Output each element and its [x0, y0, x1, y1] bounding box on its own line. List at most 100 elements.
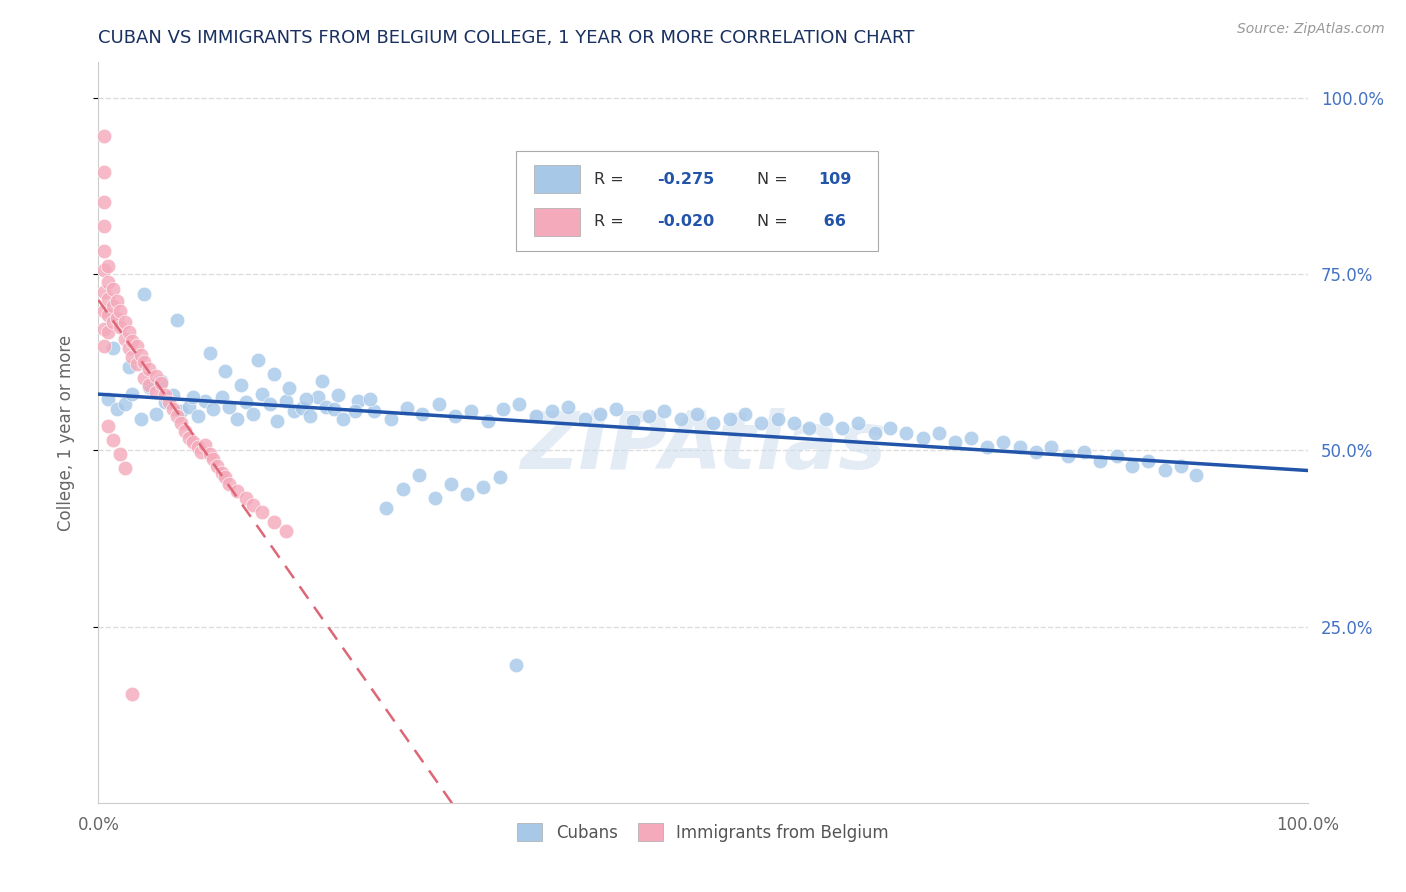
Point — [97, 392, 120, 407]
Point — [101, 315, 124, 329]
Point — [250, 505, 273, 519]
Point — [211, 466, 233, 480]
Point — [121, 387, 143, 401]
Point — [477, 414, 499, 428]
Point — [311, 374, 333, 388]
Point — [118, 325, 141, 339]
Point — [138, 362, 160, 376]
Point — [686, 407, 709, 421]
Point — [605, 402, 627, 417]
Point — [263, 367, 285, 381]
Point — [1185, 467, 1208, 482]
Point — [363, 404, 385, 418]
Point — [145, 407, 167, 421]
Point — [274, 524, 297, 539]
Point — [194, 393, 217, 408]
Point — [198, 346, 221, 360]
Point — [326, 388, 349, 402]
Point — [97, 259, 120, 273]
Point — [214, 470, 236, 484]
Point — [114, 315, 136, 329]
Point — [134, 286, 156, 301]
Point — [782, 417, 804, 431]
Point — [734, 407, 756, 421]
Point — [127, 339, 149, 353]
Point — [97, 292, 120, 306]
Point — [101, 433, 124, 447]
Point — [375, 501, 398, 516]
Point — [235, 395, 257, 409]
Point — [93, 244, 115, 259]
Point — [440, 477, 463, 491]
Text: CUBAN VS IMMIGRANTS FROM BELGIUM COLLEGE, 1 YEAR OR MORE CORRELATION CHART: CUBAN VS IMMIGRANTS FROM BELGIUM COLLEGE… — [98, 29, 915, 47]
Point — [93, 303, 115, 318]
Point — [198, 447, 221, 461]
Point — [97, 418, 120, 433]
Point — [395, 401, 418, 415]
Point — [162, 402, 184, 417]
Point — [121, 350, 143, 364]
Point — [169, 417, 191, 431]
Point — [574, 411, 596, 425]
Point — [1154, 463, 1177, 477]
Point — [766, 411, 789, 425]
Point — [308, 390, 330, 404]
Point — [218, 477, 240, 491]
Point — [121, 686, 143, 700]
Point — [702, 417, 724, 431]
Point — [266, 414, 288, 428]
Point — [799, 420, 821, 434]
Point — [960, 431, 983, 445]
Point — [127, 357, 149, 371]
Point — [121, 334, 143, 348]
Bar — [534, 165, 579, 194]
Point — [360, 392, 382, 407]
Point — [894, 425, 917, 440]
Text: -0.020: -0.020 — [657, 214, 714, 229]
Point — [187, 440, 209, 454]
Point — [274, 393, 297, 408]
Point — [114, 397, 136, 411]
Point — [332, 411, 354, 425]
Point — [1170, 458, 1192, 473]
Point — [97, 325, 120, 339]
Point — [1073, 444, 1095, 458]
FancyBboxPatch shape — [516, 152, 879, 252]
Point — [93, 195, 115, 210]
Point — [150, 376, 173, 391]
Point — [1040, 440, 1063, 454]
Text: R =: R = — [595, 172, 628, 187]
Point — [247, 353, 270, 368]
Point — [991, 434, 1014, 449]
Point — [278, 381, 301, 395]
Point — [912, 431, 935, 445]
Point — [108, 447, 131, 461]
Point — [343, 404, 366, 418]
Point — [108, 303, 131, 318]
Point — [214, 364, 236, 378]
Point — [1057, 449, 1080, 463]
Point — [652, 404, 675, 418]
Point — [749, 417, 772, 431]
Point — [114, 461, 136, 475]
Point — [93, 165, 115, 179]
Point — [138, 378, 160, 392]
Point — [1105, 449, 1128, 463]
Point — [242, 407, 264, 421]
Point — [93, 219, 115, 233]
Point — [489, 470, 512, 484]
Point — [118, 359, 141, 374]
Point — [637, 409, 659, 424]
Point — [392, 482, 415, 496]
Legend: Cubans, Immigrants from Belgium: Cubans, Immigrants from Belgium — [509, 815, 897, 850]
Text: 109: 109 — [818, 172, 851, 187]
Point — [114, 332, 136, 346]
Point — [150, 374, 173, 388]
Point — [976, 440, 998, 454]
Point — [93, 285, 115, 299]
Point — [408, 467, 430, 482]
Point — [190, 444, 212, 458]
Point — [181, 434, 204, 449]
Text: -0.275: -0.275 — [657, 172, 714, 187]
Point — [174, 424, 197, 438]
